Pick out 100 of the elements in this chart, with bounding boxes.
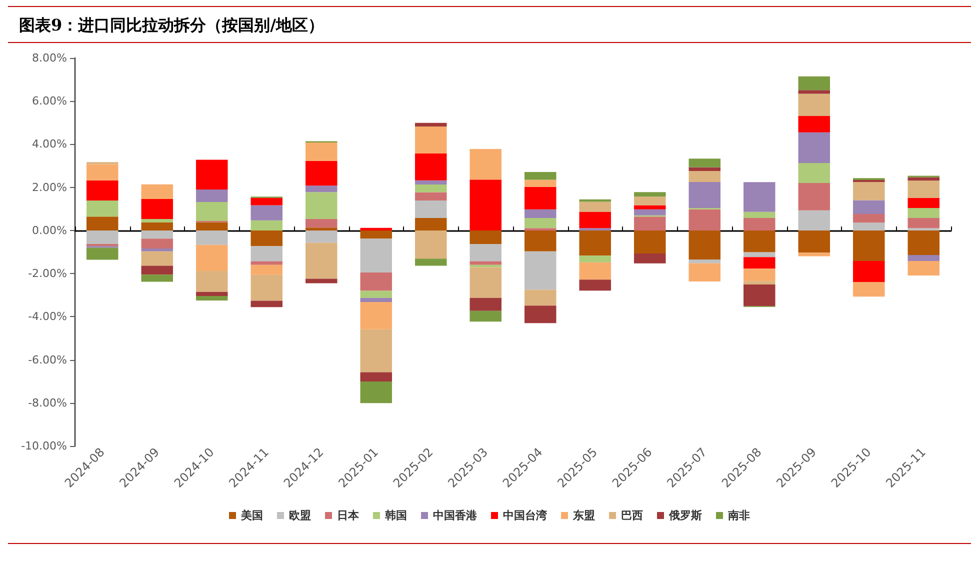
bar bbox=[306, 186, 338, 192]
bar bbox=[415, 184, 447, 192]
bar bbox=[415, 192, 447, 200]
bar bbox=[196, 230, 228, 245]
bar bbox=[306, 192, 338, 220]
bar bbox=[744, 252, 776, 258]
bar bbox=[908, 198, 940, 208]
y-tick-label: -8.00% bbox=[28, 396, 67, 410]
bar bbox=[798, 210, 830, 230]
bar bbox=[415, 200, 447, 218]
legend-label: 南非 bbox=[727, 509, 750, 522]
bar bbox=[196, 270, 228, 292]
bar bbox=[908, 177, 940, 181]
bar bbox=[360, 382, 392, 404]
bar bbox=[196, 244, 228, 271]
legend-label: 欧盟 bbox=[289, 509, 311, 522]
bar bbox=[688, 182, 721, 208]
legend-label: 俄罗斯 bbox=[668, 509, 702, 522]
bar bbox=[744, 230, 776, 252]
bar bbox=[196, 222, 228, 230]
bar bbox=[360, 272, 392, 291]
bar bbox=[196, 292, 228, 296]
bar bbox=[634, 205, 666, 210]
y-tick-label: 4.00% bbox=[32, 138, 67, 151]
bar bbox=[579, 199, 611, 202]
bar bbox=[86, 230, 118, 244]
y-tick-label: -6.00% bbox=[28, 353, 67, 366]
legend-label: 中国台湾 bbox=[503, 509, 548, 522]
bar bbox=[141, 184, 174, 199]
bar bbox=[579, 202, 611, 212]
bar bbox=[250, 198, 283, 206]
bar bbox=[908, 208, 940, 218]
bar bbox=[141, 266, 174, 275]
bar bbox=[524, 251, 556, 290]
bar bbox=[86, 216, 118, 230]
bar bbox=[360, 372, 392, 382]
bar bbox=[524, 172, 556, 180]
bar bbox=[470, 230, 502, 244]
legend-label: 中国香港 bbox=[433, 509, 478, 522]
bar bbox=[634, 192, 666, 197]
bar bbox=[306, 160, 338, 186]
bar bbox=[360, 238, 392, 272]
bar bbox=[579, 262, 611, 280]
bar bbox=[634, 230, 666, 254]
bar bbox=[86, 200, 118, 217]
bar bbox=[250, 300, 283, 308]
bar bbox=[470, 264, 502, 268]
bar bbox=[579, 256, 611, 262]
bar bbox=[306, 242, 338, 279]
bar bbox=[744, 268, 776, 282]
bar bbox=[415, 180, 447, 185]
bar bbox=[250, 230, 283, 246]
bar bbox=[853, 182, 885, 200]
bar bbox=[688, 209, 721, 230]
bar bbox=[470, 244, 502, 262]
bar bbox=[415, 153, 447, 180]
bar bbox=[141, 248, 174, 252]
bar bbox=[141, 251, 174, 266]
y-tick-label: 2.00% bbox=[32, 180, 67, 194]
bar bbox=[196, 189, 228, 202]
bar bbox=[634, 196, 666, 206]
bar bbox=[360, 230, 392, 239]
bar bbox=[360, 228, 392, 230]
y-tick-label: 6.00% bbox=[32, 94, 67, 108]
bar bbox=[908, 180, 940, 198]
bar bbox=[744, 281, 776, 285]
bar bbox=[688, 167, 721, 171]
bar bbox=[141, 274, 174, 282]
bar bbox=[579, 280, 611, 291]
bar bbox=[360, 329, 392, 372]
bar bbox=[798, 230, 830, 253]
bar bbox=[853, 230, 885, 262]
bar bbox=[196, 296, 228, 300]
bar bbox=[853, 222, 885, 230]
bar bbox=[141, 238, 174, 249]
bar bbox=[798, 132, 830, 163]
y-tick-label: 8.00% bbox=[32, 52, 67, 64]
bar bbox=[524, 290, 556, 306]
bar bbox=[306, 142, 338, 161]
bar bbox=[634, 254, 666, 264]
chart-title: 图表9：进口同比拉动拆分（按国别/地区） bbox=[19, 16, 324, 34]
bar bbox=[798, 162, 830, 184]
bar bbox=[470, 261, 502, 265]
bar bbox=[524, 306, 556, 324]
bar bbox=[853, 214, 885, 223]
y-tick-label: 0.00% bbox=[32, 224, 67, 237]
bar bbox=[798, 94, 830, 116]
bar bbox=[306, 219, 338, 228]
bar bbox=[688, 263, 721, 282]
bar bbox=[415, 230, 447, 259]
bar bbox=[141, 198, 174, 220]
bar bbox=[524, 186, 556, 210]
bar bbox=[688, 158, 721, 168]
bar bbox=[141, 219, 174, 222]
bar bbox=[415, 218, 447, 230]
legend-label: 东盟 bbox=[572, 509, 595, 522]
bar bbox=[744, 284, 776, 306]
bar bbox=[470, 148, 502, 180]
bar bbox=[250, 264, 283, 275]
bar bbox=[908, 261, 940, 276]
